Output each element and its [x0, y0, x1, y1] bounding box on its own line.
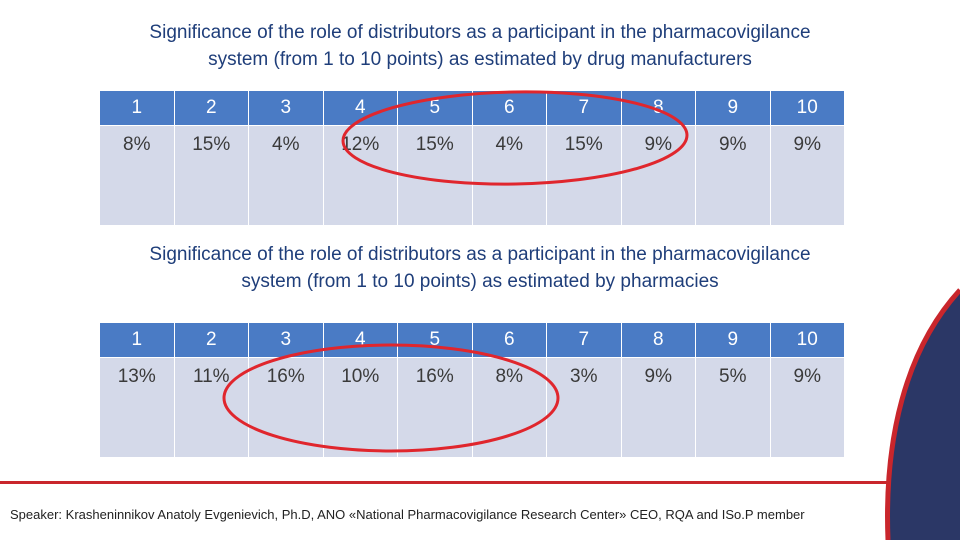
- score-header-cell: 9: [695, 90, 771, 126]
- section-title-manufacturers: Significance of the role of distributors…: [0, 19, 960, 73]
- percent-value-cell: 8%: [99, 125, 175, 226]
- score-header-cell: 8: [620, 90, 696, 126]
- score-header-cell: 1: [99, 90, 175, 126]
- percent-value-cell: 13%: [99, 357, 175, 458]
- section-title-line: Significance of the role of distributors…: [149, 244, 811, 265]
- score-header-cell: 6: [471, 90, 547, 126]
- score-header-cell: 2: [173, 322, 249, 358]
- section-title-line: Significance of the role of distributors…: [149, 22, 811, 43]
- percent-value-cell: 9%: [769, 125, 845, 226]
- percent-value-row: 13% 11% 16% 10% 16% 8% 3% 9% 5% 9%: [99, 357, 845, 458]
- score-header-cell: 8: [620, 322, 696, 358]
- percent-value-cell: 5%: [695, 357, 771, 458]
- percent-value-cell: 15%: [173, 125, 249, 226]
- score-header-cell: 7: [546, 90, 622, 126]
- score-header-cell: 9: [695, 322, 771, 358]
- percent-value-cell: 4%: [248, 125, 324, 226]
- score-header-cell: 4: [322, 322, 398, 358]
- percent-value-cell: 16%: [397, 357, 473, 458]
- section-title-pharmacies: Significance of the role of distributors…: [0, 241, 960, 295]
- score-header-cell: 6: [471, 322, 547, 358]
- score-header-cell: 1: [99, 322, 175, 358]
- score-header-row: 1 2 3 4 5 6 7 8 9 10: [99, 322, 845, 358]
- percent-value-cell: 9%: [769, 357, 845, 458]
- score-header-cell: 10: [769, 90, 845, 126]
- score-header-cell: 5: [397, 90, 473, 126]
- percent-value-cell: 9%: [620, 125, 696, 226]
- footer-divider: [0, 481, 888, 484]
- percent-value-cell: 4%: [471, 125, 547, 226]
- score-header-row: 1 2 3 4 5 6 7 8 9 10: [99, 90, 845, 126]
- score-header-cell: 3: [248, 322, 324, 358]
- score-header-cell: 3: [248, 90, 324, 126]
- percent-value-cell: 15%: [397, 125, 473, 226]
- score-header-cell: 7: [546, 322, 622, 358]
- score-header-cell: 10: [769, 322, 845, 358]
- score-header-cell: 4: [322, 90, 398, 126]
- section-title-line: system (from 1 to 10 points) as estimate…: [208, 49, 752, 70]
- percent-value-cell: 16%: [248, 357, 324, 458]
- section-title-line: system (from 1 to 10 points) as estimate…: [241, 271, 719, 292]
- percent-value-cell: 3%: [546, 357, 622, 458]
- manufacturers-score-table: 1 2 3 4 5 6 7 8 9 10 8% 15% 4% 12% 15% 4…: [99, 90, 845, 226]
- percent-value-cell: 15%: [546, 125, 622, 226]
- speaker-credit: Speaker: Krasheninnikov Anatoly Evgeniev…: [10, 507, 805, 522]
- percent-value-row: 8% 15% 4% 12% 15% 4% 15% 9% 9% 9%: [99, 125, 845, 226]
- pharmacies-score-table: 1 2 3 4 5 6 7 8 9 10 13% 11% 16% 10% 16%…: [99, 322, 845, 458]
- percent-value-cell: 12%: [322, 125, 398, 226]
- percent-value-cell: 9%: [695, 125, 771, 226]
- percent-value-cell: 9%: [620, 357, 696, 458]
- percent-value-cell: 11%: [173, 357, 249, 458]
- percent-value-cell: 10%: [322, 357, 398, 458]
- score-header-cell: 5: [397, 322, 473, 358]
- score-header-cell: 2: [173, 90, 249, 126]
- percent-value-cell: 8%: [471, 357, 547, 458]
